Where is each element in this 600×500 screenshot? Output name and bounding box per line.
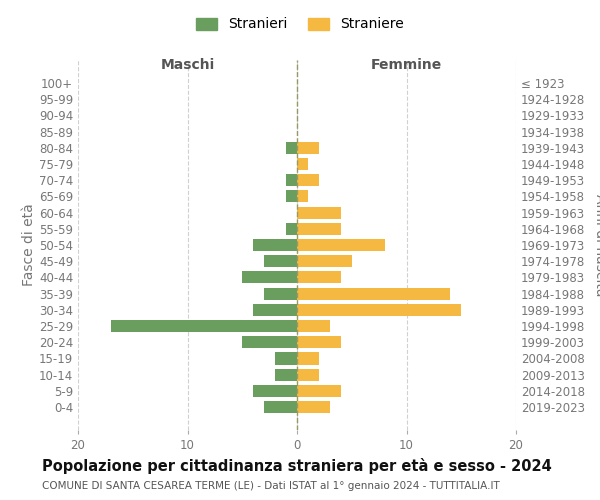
Bar: [297, 288, 450, 300]
Y-axis label: Anni di nascita: Anni di nascita: [593, 194, 600, 296]
Bar: [297, 352, 319, 364]
Bar: [264, 401, 297, 413]
Text: Popolazione per cittadinanza straniera per età e sesso - 2024: Popolazione per cittadinanza straniera p…: [42, 458, 552, 473]
Bar: [297, 206, 341, 218]
Bar: [253, 239, 297, 251]
Bar: [111, 320, 297, 332]
Bar: [264, 255, 297, 268]
Bar: [297, 320, 330, 332]
Bar: [297, 190, 308, 202]
Bar: [242, 336, 297, 348]
Bar: [297, 142, 319, 154]
Text: COMUNE DI SANTA CESAREA TERME (LE) - Dati ISTAT al 1° gennaio 2024 - TUTTITALIA.: COMUNE DI SANTA CESAREA TERME (LE) - Dat…: [42, 481, 500, 491]
Bar: [297, 255, 352, 268]
Bar: [297, 174, 319, 186]
Bar: [253, 385, 297, 397]
Bar: [286, 222, 297, 235]
Bar: [242, 272, 297, 283]
Bar: [286, 142, 297, 154]
Text: Maschi: Maschi: [160, 58, 215, 71]
Bar: [297, 336, 341, 348]
Legend: Stranieri, Straniere: Stranieri, Straniere: [191, 12, 409, 37]
Bar: [297, 368, 319, 381]
Bar: [297, 239, 385, 251]
Y-axis label: Fasce di età: Fasce di età: [22, 204, 36, 286]
Bar: [297, 385, 341, 397]
Bar: [297, 272, 341, 283]
Bar: [286, 190, 297, 202]
Text: Femmine: Femmine: [371, 58, 442, 71]
Bar: [275, 352, 297, 364]
Bar: [297, 222, 341, 235]
Bar: [297, 401, 330, 413]
Bar: [297, 158, 308, 170]
Bar: [297, 304, 461, 316]
Bar: [264, 288, 297, 300]
Bar: [286, 174, 297, 186]
Bar: [253, 304, 297, 316]
Bar: [275, 368, 297, 381]
